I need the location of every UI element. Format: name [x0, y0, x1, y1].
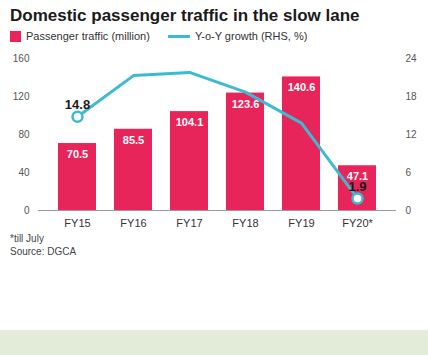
svg-text:14.8: 14.8 — [65, 97, 90, 112]
html-text:*till July: *till July — [10, 233, 44, 244]
svg-text:140.6: 140.6 — [288, 81, 316, 93]
svg-text:0: 0 — [406, 205, 412, 216]
svg-text:70.5: 70.5 — [67, 148, 88, 160]
html-text:Source: DGCA: Source: DGCA — [10, 246, 77, 257]
svg-text:24: 24 — [406, 53, 418, 64]
svg-text:18: 18 — [406, 91, 418, 102]
html-text:Y-o-Y growth (RHS, %): Y-o-Y growth (RHS, %) — [194, 30, 308, 42]
html-text:Passenger traffic (million): Passenger traffic (million) — [26, 30, 150, 42]
svg-text:FY17: FY17 — [176, 217, 202, 229]
svg-text:6: 6 — [406, 167, 412, 178]
svg-text:160: 160 — [13, 53, 30, 64]
svg-text:104.1: 104.1 — [176, 116, 204, 128]
svg-text:1.9: 1.9 — [348, 179, 366, 194]
svg-text:FY16: FY16 — [120, 217, 146, 229]
html-text:Domestic passenger traffic in: Domestic passenger traffic in the slow l… — [10, 6, 360, 25]
svg-text:47.1: 47.1 — [346, 170, 369, 183]
svg-text:FY15: FY15 — [64, 217, 90, 229]
svg-text:FY20*: FY20* — [342, 217, 373, 229]
svg-text:85.5: 85.5 — [123, 134, 144, 146]
svg-text:123.6: 123.6 — [232, 98, 260, 110]
svg-text:120: 120 — [13, 91, 30, 102]
svg-text:FY19: FY19 — [288, 217, 314, 229]
svg-text:40: 40 — [18, 167, 30, 178]
svg-text:12: 12 — [406, 129, 418, 140]
svg-text:80: 80 — [18, 129, 30, 140]
svg-text:FY18: FY18 — [232, 217, 258, 229]
svg-text:0: 0 — [24, 205, 30, 216]
